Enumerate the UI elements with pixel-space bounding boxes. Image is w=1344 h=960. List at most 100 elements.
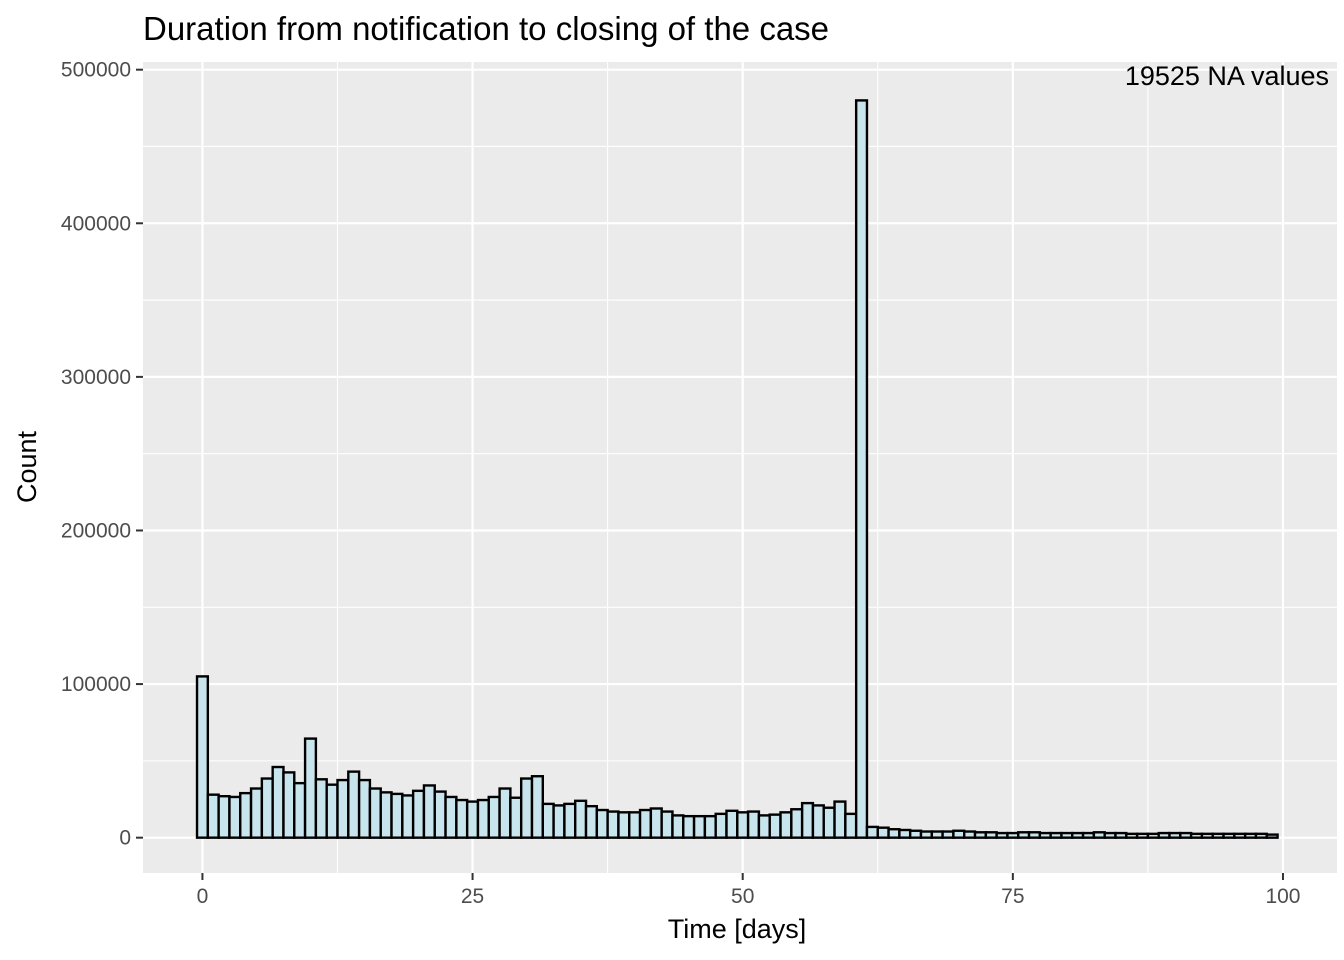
histogram-bar (357, 778, 372, 839)
histogram-bar (1254, 832, 1268, 839)
histogram-bar (368, 787, 382, 839)
histogram-bar (844, 812, 858, 839)
histogram-bar (206, 793, 220, 839)
histogram-bar (800, 801, 815, 839)
histogram-bar (293, 781, 307, 839)
plot-panel (143, 62, 1337, 873)
y-tick-label: 300000 (61, 366, 131, 389)
histogram-bar (1135, 832, 1150, 839)
histogram-bar (465, 800, 480, 839)
histogram-bar (1006, 831, 1020, 839)
histogram-bar (1038, 831, 1052, 839)
histogram-bar (1027, 831, 1042, 839)
histogram-bar (1168, 831, 1182, 839)
histogram-bar (487, 795, 501, 839)
histogram-bar (444, 795, 458, 839)
histogram-bar (811, 804, 825, 839)
x-tick-label: 25 (461, 885, 484, 908)
histogram-bar (768, 813, 782, 839)
histogram-bar (1211, 832, 1225, 839)
histogram-bar (930, 830, 944, 839)
histogram-bar (833, 800, 847, 839)
histogram-bar (347, 770, 361, 839)
y-tick-label: 200000 (61, 519, 131, 542)
histogram-bar (509, 796, 523, 839)
chart-title: Duration from notification to closing of… (143, 10, 829, 47)
histogram-bar (995, 831, 1009, 839)
histogram-bar (282, 771, 296, 839)
y-axis: 0 100000 200000 300000 400000 500000 (61, 59, 143, 850)
histogram-bar (314, 778, 328, 839)
histogram-bar (638, 808, 653, 839)
histogram-bar (725, 809, 739, 839)
histogram-bar (952, 829, 966, 839)
histogram-bar (1146, 832, 1160, 839)
histogram-bar (541, 802, 555, 839)
histogram-bar (671, 814, 685, 839)
y-axis-title: Count (12, 430, 42, 503)
x-axis-title: Time [days] (668, 914, 807, 944)
histogram-bar (228, 795, 242, 839)
histogram-bar (628, 811, 642, 839)
histogram-bar (379, 791, 393, 839)
histogram-bar (1114, 831, 1128, 839)
histogram-bar (746, 810, 761, 839)
histogram-bar (1125, 832, 1139, 839)
x-axis: 0 25 50 75 100 (197, 873, 1300, 908)
histogram-bar (822, 806, 836, 839)
histogram-bar (876, 826, 890, 839)
y-tick-label: 400000 (61, 212, 131, 235)
histogram-bar (1189, 832, 1204, 839)
histogram-bar (1103, 831, 1117, 839)
histogram-bar (649, 807, 663, 839)
histogram-bar (854, 99, 869, 839)
histogram-bar (476, 798, 490, 839)
histogram-bar (692, 814, 707, 839)
histogram-bar (963, 830, 977, 839)
histogram-bar (973, 831, 988, 839)
histogram-bar (563, 802, 577, 839)
histogram-bar (941, 830, 955, 839)
histogram-bar (1233, 832, 1247, 839)
histogram-bar (1200, 832, 1214, 839)
histogram-bar (530, 775, 545, 839)
histogram-bar (195, 675, 210, 839)
histogram-bar (1243, 832, 1258, 839)
histogram-bar (1081, 831, 1096, 839)
histogram-bar (325, 783, 339, 839)
histogram-bar (574, 799, 588, 839)
histogram-bar (617, 811, 631, 839)
histogram-bar (422, 784, 436, 839)
x-tick-label: 50 (731, 885, 754, 908)
histogram-bar (606, 810, 620, 839)
histogram-bar (239, 791, 253, 839)
histogram-bar (865, 825, 879, 839)
histogram-bar (887, 828, 901, 839)
histogram-bar (757, 814, 771, 839)
histogram-bar (1265, 833, 1279, 839)
histogram-bar (271, 765, 285, 839)
histogram-bar (260, 777, 274, 839)
grid-lines (143, 62, 1337, 873)
histogram-bar (1092, 831, 1106, 839)
histogram-bar (1049, 831, 1063, 839)
x-tick-label: 75 (1001, 885, 1024, 908)
histogram-bar (433, 790, 447, 839)
histogram-bar (1060, 831, 1074, 839)
histogram-bar (584, 804, 599, 839)
histogram-bar (736, 811, 750, 839)
histogram-bar (1179, 831, 1193, 839)
histogram-bar (1071, 831, 1085, 839)
histogram-bar (919, 830, 933, 839)
histogram-bar (401, 794, 415, 839)
histogram-bar (714, 812, 728, 839)
histogram-bar (552, 804, 566, 839)
y-tick-label: 100000 (61, 673, 131, 696)
histogram-bar (455, 798, 469, 839)
histogram-bar (390, 792, 404, 839)
histogram-bars (195, 99, 1279, 839)
x-tick-label: 100 (1265, 885, 1300, 908)
histogram-bar (1017, 831, 1031, 839)
histogram-bar (411, 789, 426, 839)
